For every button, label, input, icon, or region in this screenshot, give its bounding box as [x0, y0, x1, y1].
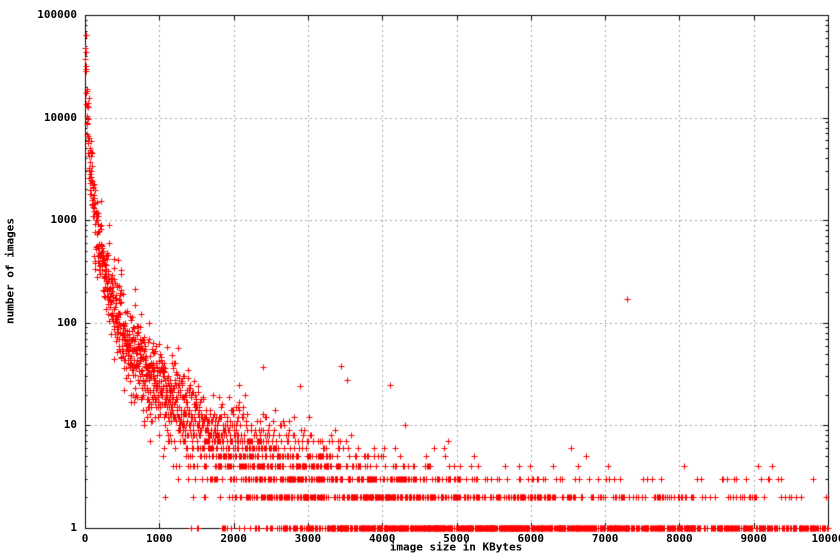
y-axis-title: number of images	[3, 218, 17, 324]
x-axis-title: image size in KBytes	[389, 540, 523, 554]
